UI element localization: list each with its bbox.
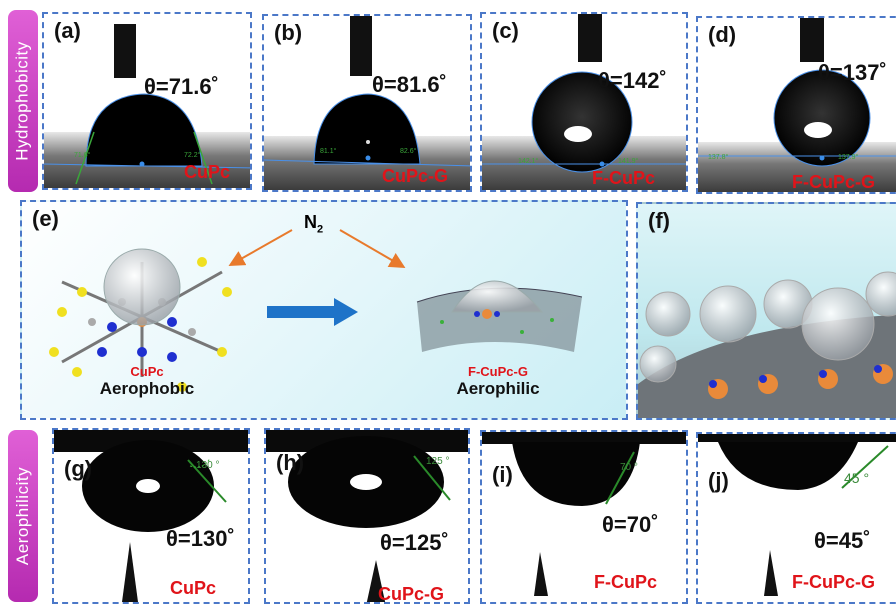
panel-j-label: (j) [708, 468, 729, 493]
angle-i: 70 ° [620, 462, 638, 473]
panel-j-image [698, 434, 896, 596]
panel-c-image [482, 14, 686, 190]
panel-d-image [698, 18, 896, 192]
panel-g-label: (g) [64, 456, 93, 481]
angle-g: 130 ° [196, 460, 220, 471]
panel-g-image [54, 430, 248, 602]
f-cupc-g-sheet [416, 280, 583, 352]
left-material: CuPc [130, 364, 164, 379]
panel-i-image [482, 432, 686, 596]
panel-d: (d) θ=137˚ F-CuPc-G 137.8° 137.9° [696, 16, 896, 194]
panel-c: (c) θ=142˚ F-CuPc 142.1° 141.9° [480, 12, 688, 192]
panel-h: 125 ° (h) θ=125˚ CuPc-G [264, 428, 470, 604]
contact-angle-i: θ=70˚ [602, 512, 659, 537]
panel-g: 130 ° (g) θ=130˚ CuPc [52, 428, 250, 604]
contact-angle-b: θ=81.6˚ [372, 72, 447, 97]
contact-angle-d: θ=137˚ [818, 60, 887, 85]
panel-h-label: (h) [276, 450, 305, 475]
right-material: F-CuPc-G [468, 364, 528, 379]
right-molecule-caption: F-CuPc-G Aerophilic [438, 364, 558, 399]
panel-e-image [49, 229, 583, 392]
cupc-molecule [49, 248, 232, 392]
angle-b-left: 81.1° [320, 148, 337, 155]
contact-angle-c: θ=142˚ [598, 68, 667, 93]
material-j: F-CuPc-G [792, 572, 875, 592]
contact-angle-j: θ=45˚ [814, 528, 871, 553]
material-h: CuPc-G [378, 584, 445, 604]
left-property: Aerophobic [99, 379, 195, 398]
angle-a-right: 72.2° [184, 152, 201, 159]
angle-d-left: 137.8° [708, 154, 729, 161]
panel-c-label: (c) [492, 18, 519, 43]
angle-j: 45 ° [844, 470, 870, 486]
material-i: F-CuPc [594, 572, 657, 592]
panel-b-label: (b) [274, 20, 303, 45]
panel-f: (f) [636, 202, 896, 420]
angle-a-left: 71.6° [74, 152, 91, 159]
panel-f-label: (f) [648, 208, 670, 233]
panel-a-image [44, 24, 250, 188]
angle-c-left: 142.1° [518, 158, 539, 165]
panel-e-label: (e) [32, 206, 59, 231]
left-molecule-caption: CuPc Aerophobic [92, 364, 202, 399]
panel-f-image [638, 271, 896, 418]
panel-h-image [266, 430, 468, 602]
aerophilicity-text: Aerophilicity [13, 466, 32, 566]
hydrophobicity-text: Hydrophobicity [13, 41, 33, 161]
nitrogen-label: N2 [304, 212, 324, 236]
panel-e: (e) N2 CuPc Aerophobic F-CuPc-G Aerophil… [20, 200, 628, 420]
panel-j: 45 ° (j) θ=45˚ F-CuPc-G [696, 432, 896, 604]
aerophilicity-side-label: Aerophilicity [8, 430, 38, 602]
material-c: F-CuPc [592, 168, 655, 188]
panel-d-label: (d) [708, 22, 737, 47]
material-g: CuPc [170, 578, 217, 598]
panel-a: (a) θ=71.6˚ CuPc 71.6° 72.2° [42, 12, 252, 190]
panel-i-label: (i) [492, 462, 513, 487]
panel-b-image [264, 16, 470, 190]
angle-c-right: 141.9° [618, 158, 639, 165]
hydrophobicity-side-label: Hydrophobicity [8, 10, 38, 192]
panel-b: (b) θ=81.6˚ CuPc-G 81.1° 82.6° [262, 14, 472, 192]
angle-h: 125 ° [426, 456, 450, 467]
right-property: Aerophilic [456, 379, 540, 398]
angle-b-right: 82.6° [400, 148, 417, 155]
panel-a-label: (a) [54, 18, 81, 43]
material-b: CuPc-G [382, 166, 449, 186]
material-a: CuPc [184, 162, 231, 182]
angle-d-right: 137.9° [838, 154, 859, 161]
contact-angle-g: θ=130˚ [166, 526, 235, 551]
panel-i: 70 ° (i) θ=70˚ F-CuPc [480, 430, 688, 604]
contact-angle-a: θ=71.6˚ [144, 74, 219, 99]
material-d: F-CuPc-G [792, 172, 875, 192]
contact-angle-h: θ=125˚ [380, 530, 449, 555]
